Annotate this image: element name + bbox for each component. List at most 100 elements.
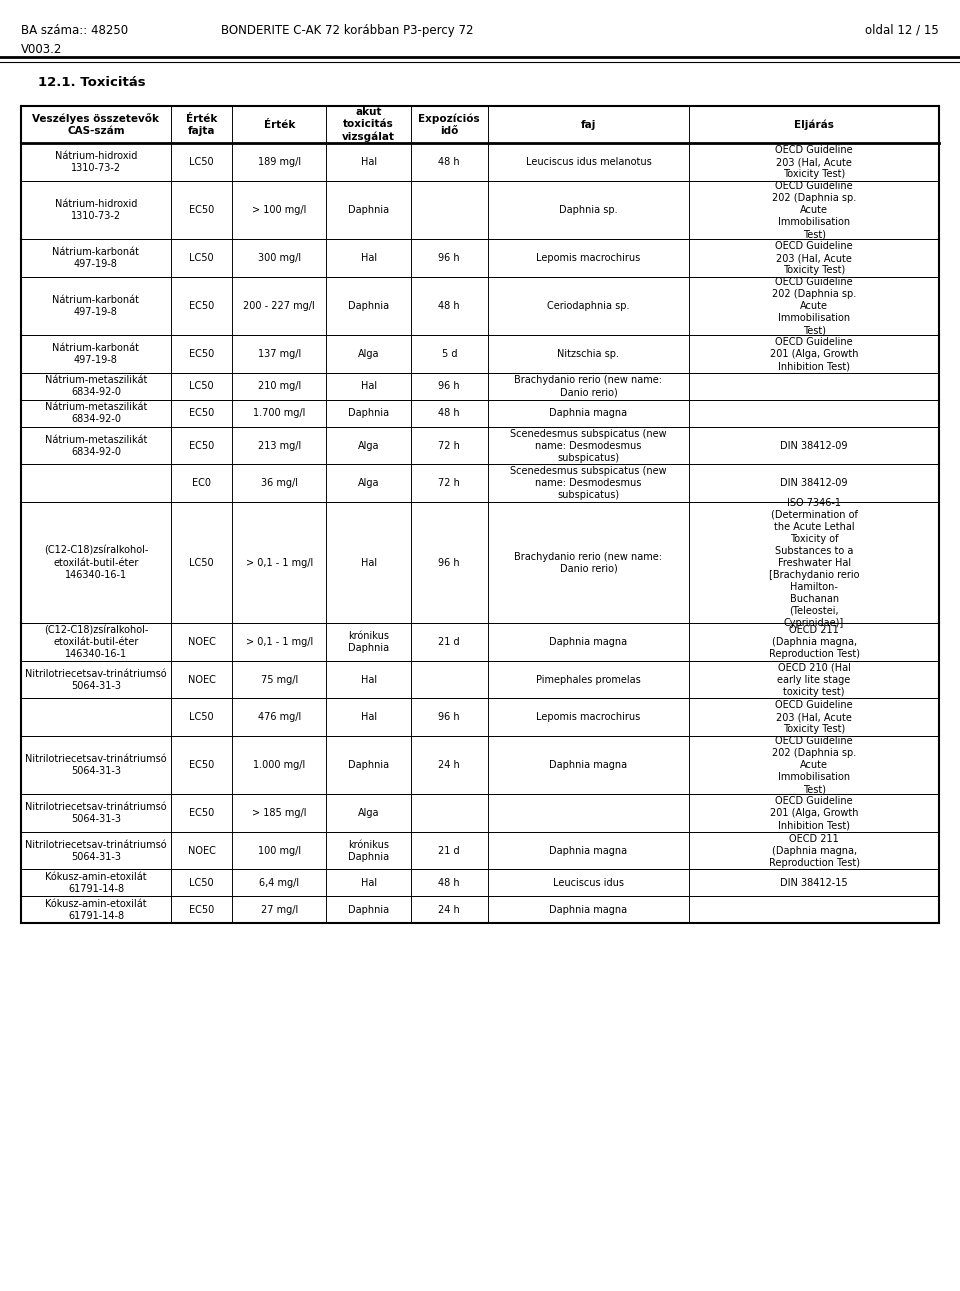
Bar xyxy=(689,502,939,624)
Text: 5 d: 5 d xyxy=(442,349,457,359)
Text: 12.1. Toxicitás: 12.1. Toxicitás xyxy=(38,75,146,89)
Text: oldal 12 / 15: oldal 12 / 15 xyxy=(865,23,939,37)
Bar xyxy=(326,794,411,831)
Text: Érték: Érték xyxy=(264,120,295,129)
Bar xyxy=(171,465,232,502)
Bar xyxy=(21,181,171,239)
Text: Hal: Hal xyxy=(361,158,376,167)
Bar xyxy=(21,239,171,276)
Text: 96 h: 96 h xyxy=(439,381,460,391)
Bar xyxy=(232,143,326,181)
Text: DIN 38412-09: DIN 38412-09 xyxy=(780,440,848,451)
Text: Kókusz-amin-etoxilát
61791-14-8: Kókusz-amin-etoxilát 61791-14-8 xyxy=(45,871,147,893)
Bar xyxy=(232,896,326,923)
Text: NOEC: NOEC xyxy=(187,846,216,856)
Bar xyxy=(411,336,488,373)
Bar xyxy=(326,106,411,143)
Bar xyxy=(411,276,488,336)
Bar xyxy=(411,239,488,276)
Text: BA száma:: 48250: BA száma:: 48250 xyxy=(21,23,129,37)
Text: Hal: Hal xyxy=(361,878,376,888)
Text: 75 mg/l: 75 mg/l xyxy=(261,675,298,684)
Text: Expozíciós
idő: Expozíciós idő xyxy=(419,114,480,136)
Text: EC0: EC0 xyxy=(192,478,211,488)
Bar xyxy=(232,427,326,465)
Text: 96 h: 96 h xyxy=(439,713,460,722)
Bar xyxy=(21,336,171,373)
Text: Nitrilotriecetsav-trinátriumsó
5064-31-3: Nitrilotriecetsav-trinátriumsó 5064-31-3 xyxy=(25,839,167,861)
Bar xyxy=(21,698,171,736)
Bar xyxy=(411,502,488,624)
Text: 72 h: 72 h xyxy=(439,478,460,488)
Bar xyxy=(232,373,326,400)
Bar xyxy=(488,400,689,427)
Text: Hal: Hal xyxy=(361,558,376,568)
Bar xyxy=(232,661,326,698)
Bar xyxy=(689,373,939,400)
Text: Lepomis macrochirus: Lepomis macrochirus xyxy=(537,253,640,263)
Bar xyxy=(171,373,232,400)
Bar xyxy=(21,143,171,181)
Bar xyxy=(411,736,488,794)
Bar xyxy=(488,698,689,736)
Bar xyxy=(21,831,171,869)
Text: Nátrium-hidroxid
1310-73-2: Nátrium-hidroxid 1310-73-2 xyxy=(55,199,137,221)
Text: OECD Guideline
203 (Hal, Acute
Toxicity Test): OECD Guideline 203 (Hal, Acute Toxicity … xyxy=(776,241,852,275)
Text: OECD Guideline
201 (Alga, Growth
Inhibition Test): OECD Guideline 201 (Alga, Growth Inhibit… xyxy=(770,337,858,371)
Bar xyxy=(171,831,232,869)
Text: Daphnia: Daphnia xyxy=(348,760,389,771)
Text: Daphnia: Daphnia xyxy=(348,301,389,311)
Text: 48 h: 48 h xyxy=(439,878,460,888)
Text: NOEC: NOEC xyxy=(187,638,216,647)
Bar xyxy=(488,239,689,276)
Bar xyxy=(171,736,232,794)
Text: 48 h: 48 h xyxy=(439,301,460,311)
Text: Daphnia magna: Daphnia magna xyxy=(549,905,628,915)
Text: krónikus
Daphnia: krónikus Daphnia xyxy=(348,839,389,861)
Text: 21 d: 21 d xyxy=(439,846,460,856)
Bar xyxy=(326,373,411,400)
Bar xyxy=(21,502,171,624)
Text: Lepomis macrochirus: Lepomis macrochirus xyxy=(537,713,640,722)
Bar xyxy=(232,276,326,336)
Bar xyxy=(411,465,488,502)
Text: EC50: EC50 xyxy=(189,408,214,418)
Text: EC50: EC50 xyxy=(189,440,214,451)
Text: 476 mg/l: 476 mg/l xyxy=(257,713,301,722)
Text: Daphnia magna: Daphnia magna xyxy=(549,760,628,771)
Bar xyxy=(411,427,488,465)
Text: 213 mg/l: 213 mg/l xyxy=(257,440,301,451)
Bar xyxy=(488,465,689,502)
Bar xyxy=(232,831,326,869)
Bar xyxy=(488,869,689,896)
Text: Daphnia: Daphnia xyxy=(348,205,389,216)
Text: OECD 211
(Daphnia magna,
Reproduction Test): OECD 211 (Daphnia magna, Reproduction Te… xyxy=(769,625,859,660)
Text: 96 h: 96 h xyxy=(439,253,460,263)
Bar xyxy=(488,502,689,624)
Bar xyxy=(171,869,232,896)
Bar xyxy=(326,181,411,239)
Text: Hal: Hal xyxy=(361,381,376,391)
Bar xyxy=(411,661,488,698)
Text: Kókusz-amin-etoxilát
61791-14-8: Kókusz-amin-etoxilát 61791-14-8 xyxy=(45,899,147,920)
Bar xyxy=(232,869,326,896)
Text: Alga: Alga xyxy=(358,440,379,451)
Bar xyxy=(326,896,411,923)
Bar xyxy=(488,143,689,181)
Text: Nitzschia sp.: Nitzschia sp. xyxy=(558,349,619,359)
Bar xyxy=(488,427,689,465)
Text: Daphnia magna: Daphnia magna xyxy=(549,408,628,418)
Bar xyxy=(488,336,689,373)
Text: Hal: Hal xyxy=(361,713,376,722)
Bar xyxy=(411,624,488,661)
Text: ISO 7346-1
(Determination of
the Acute Lethal
Toxicity of
Substances to a
Freshw: ISO 7346-1 (Determination of the Acute L… xyxy=(769,497,859,627)
Bar xyxy=(689,736,939,794)
Text: 72 h: 72 h xyxy=(439,440,460,451)
Bar xyxy=(171,239,232,276)
Bar xyxy=(232,400,326,427)
Text: OECD Guideline
203 (Hal, Acute
Toxicity Test): OECD Guideline 203 (Hal, Acute Toxicity … xyxy=(776,145,852,179)
Bar xyxy=(171,181,232,239)
Text: 300 mg/l: 300 mg/l xyxy=(258,253,300,263)
Bar xyxy=(232,181,326,239)
Text: Nátrium-metaszilikát
6834-92-0: Nátrium-metaszilikát 6834-92-0 xyxy=(45,376,147,398)
